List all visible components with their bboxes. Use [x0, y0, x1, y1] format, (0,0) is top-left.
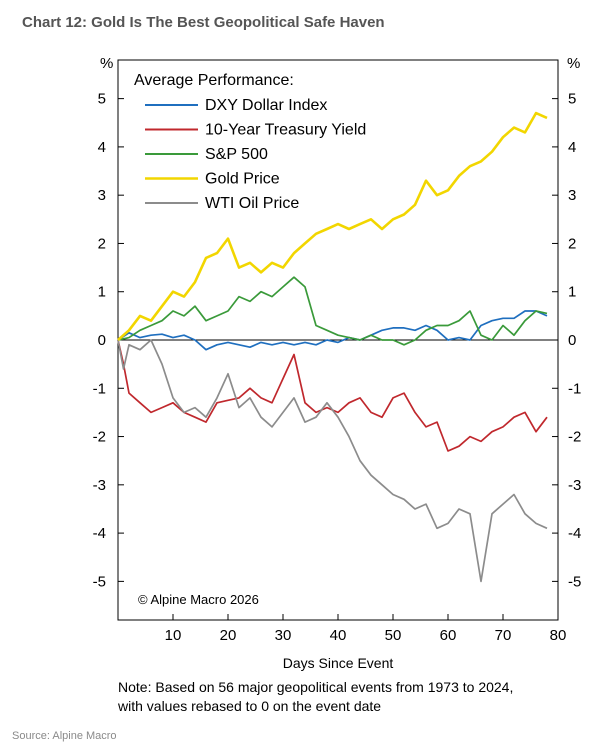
series-line-gold-price — [117, 111, 548, 341]
legend-label: S&P 500 — [205, 146, 268, 163]
y-tick-label-right: -1 — [568, 380, 581, 397]
legend-label: DXY Dollar Index — [205, 97, 327, 114]
series-line-s-p-500 — [117, 276, 548, 346]
y-tick-label-left: -2 — [93, 429, 106, 446]
y-tick-label-left: -4 — [93, 525, 106, 542]
chart-title: Chart 12: Gold Is The Best Geopolitical … — [22, 14, 385, 31]
y-tick-label-right: 3 — [568, 187, 576, 204]
x-tick-label: 20 — [220, 627, 237, 644]
y-tick-label-right: -5 — [568, 573, 581, 590]
y-tick-label-right: 2 — [568, 235, 576, 252]
y-tick-label-left: -1 — [93, 380, 106, 397]
y-tick-label-right: 5 — [568, 91, 576, 108]
y-tick-label-left: 3 — [98, 187, 106, 204]
legend-label: WTI Oil Price — [205, 195, 299, 212]
note-line-2: with values rebased to 0 on the event da… — [118, 698, 382, 714]
y-tick-label-right: -4 — [568, 525, 581, 542]
series-line-10-year-treasury-yield — [117, 339, 548, 452]
y-tick-label-left: 1 — [98, 284, 106, 301]
y-tick-label-left: 5 — [98, 91, 106, 108]
x-tick-label: 60 — [440, 627, 457, 644]
y-tick-label-left: 0 — [98, 332, 106, 349]
source-label: Source: Alpine Macro — [12, 730, 117, 742]
x-axis-label: Days Since Event — [283, 655, 394, 671]
series-line-dxy-dollar-index — [117, 310, 548, 351]
y-tick-label-right: -2 — [568, 429, 581, 446]
note-line-1: Note: Based on 56 major geopolitical eve… — [118, 679, 514, 695]
y-tick-label-left: -3 — [93, 477, 106, 494]
y-tick-label-right: 4 — [568, 139, 576, 156]
x-tick-label: 10 — [165, 627, 182, 644]
y-tick-label-right: -3 — [568, 477, 581, 494]
series-lines — [117, 111, 548, 583]
y-tick-label-left: -5 — [93, 573, 106, 590]
axis-ticks: 5 54 43 32 21 10 0-1 -1-2 -2-3 -3-4 -4-5 -510 20 30 40… — [93, 91, 582, 644]
copyright-label: © Alpine Macro 2026 — [138, 592, 259, 607]
x-tick-label: 40 — [330, 627, 347, 644]
y-unit-right: % — [567, 55, 580, 72]
legend: Average Performance: DXY Dollar Index 10-… — [134, 72, 366, 212]
series-line-wti-oil-price — [117, 339, 548, 583]
y-tick-label-left: 4 — [98, 139, 106, 156]
y-unit-left: % — [100, 55, 113, 72]
y-tick-label-left: 2 — [98, 235, 106, 252]
x-tick-label: 80 — [550, 627, 567, 644]
chart-note: Note: Based on 56 major geopolitical eve… — [118, 678, 578, 716]
legend-label: 10-Year Treasury Yield — [205, 122, 366, 139]
legend-label: Gold Price — [205, 171, 280, 188]
y-tick-label-right: 1 — [568, 284, 576, 301]
x-tick-label: 30 — [275, 627, 292, 644]
x-tick-label: 70 — [495, 627, 512, 644]
y-tick-label-right: 0 — [568, 332, 576, 349]
legend-title: Average Performance: — [134, 72, 294, 89]
x-tick-label: 50 — [385, 627, 402, 644]
